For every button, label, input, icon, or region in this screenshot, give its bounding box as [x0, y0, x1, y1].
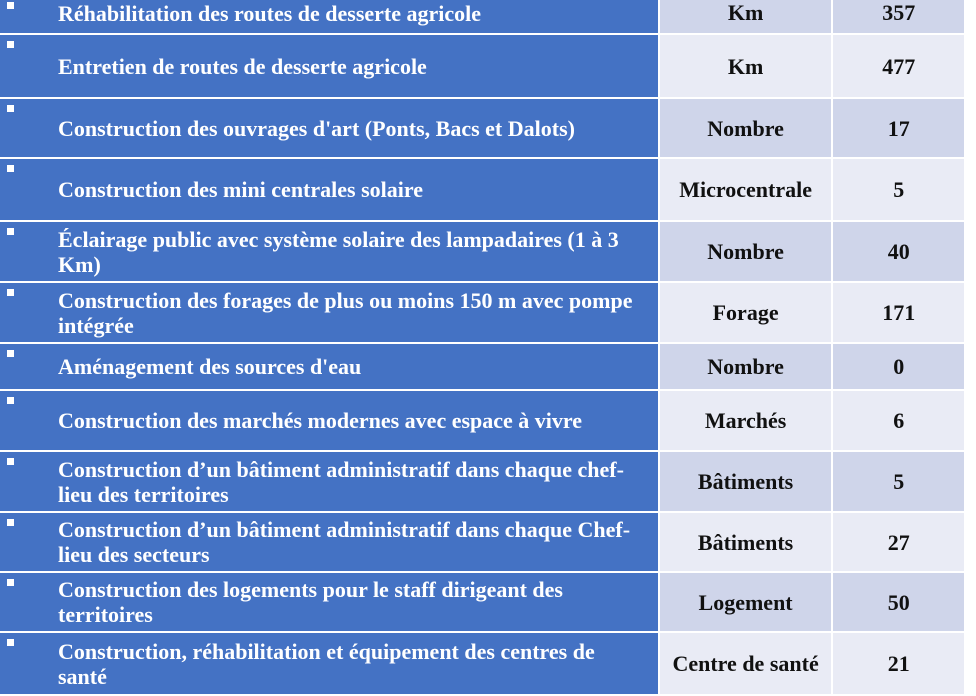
bullet-icon	[7, 165, 14, 172]
quantity-cell: 0	[833, 344, 964, 389]
table-row: Construction des ouvrages d'art (Ponts, …	[0, 99, 964, 157]
quantity-cell: 40	[833, 222, 964, 281]
quantity-cell: 5	[833, 452, 964, 511]
bullet-icon	[7, 579, 14, 586]
activity-cell: Éclairage public avec système solaire de…	[0, 222, 660, 281]
activity-cell: Construction d’un bâtiment administratif…	[0, 513, 660, 571]
unit-cell: Logement	[659, 573, 834, 631]
activity-cell: Construction, réhabilitation et équipeme…	[0, 633, 660, 694]
activity-text: Construction des ouvrages d'art (Ponts, …	[58, 115, 575, 141]
bullet-icon	[7, 228, 14, 235]
quantity-cell: 171	[833, 283, 964, 342]
unit-cell: Bâtiments	[659, 452, 834, 511]
bullet-icon	[7, 397, 14, 404]
table-row: Construction d’un bâtiment administratif…	[0, 452, 964, 511]
unit-cell: Microcentrale	[659, 159, 834, 220]
unit-cell: Nombre	[659, 344, 834, 389]
table-row: Entretien de routes de desserte agricole…	[0, 35, 964, 97]
activity-cell: Construction d’un bâtiment administratif…	[0, 452, 660, 511]
quantity-cell: 50	[833, 573, 964, 631]
quantity-cell: 17	[833, 99, 964, 157]
unit-cell: Km	[659, 0, 834, 33]
bullet-icon	[7, 41, 14, 48]
quantity-cell: 477	[833, 35, 964, 97]
activity-text: Construction des forages de plus ou moin…	[58, 287, 633, 338]
bullet-icon	[7, 519, 14, 526]
activity-cell: Construction des forages de plus ou moin…	[0, 283, 660, 342]
unit-cell: Centre de santé	[659, 633, 834, 694]
table-row: Construction des mini centrales solaire M…	[0, 159, 964, 220]
quantity-cell: 21	[833, 633, 964, 694]
unit-cell: Bâtiments	[659, 513, 834, 571]
table-row: Construction des forages de plus ou moin…	[0, 283, 964, 342]
activity-text: Éclairage public avec système solaire de…	[58, 226, 619, 277]
unit-cell: Marchés	[659, 391, 834, 450]
unit-cell: Forage	[659, 283, 834, 342]
bullet-icon	[7, 458, 14, 465]
activity-text: Entretien de routes de desserte agricole	[58, 53, 427, 79]
table-row: Éclairage public avec système solaire de…	[0, 222, 964, 281]
activity-text: Aménagement des sources d'eau	[58, 354, 362, 379]
activity-text: Construction des logements pour le staff…	[58, 577, 563, 627]
bullet-icon	[7, 105, 14, 112]
unit-cell: Nombre	[659, 222, 834, 281]
activity-cell: Aménagement des sources d'eau	[0, 344, 660, 389]
bullet-icon	[7, 289, 14, 296]
activity-cell: Construction des logements pour le staff…	[0, 573, 660, 631]
table-row: Aménagement des sources d'eau Nombre 0	[0, 344, 964, 389]
activity-cell: Construction des marchés modernes avec e…	[0, 391, 660, 450]
activity-text: Construction, réhabilitation et équipeme…	[58, 638, 595, 689]
bullet-icon	[7, 639, 14, 646]
activity-text: Construction d’un bâtiment administratif…	[58, 517, 631, 567]
table-row: Construction d’un bâtiment administratif…	[0, 513, 964, 571]
table-row: Construction des logements pour le staff…	[0, 573, 964, 631]
activity-cell: Construction des ouvrages d'art (Ponts, …	[0, 99, 660, 157]
quantity-cell: 357	[833, 0, 964, 33]
activity-cell: Réhabilitation des routes de desserte ag…	[0, 0, 660, 33]
activity-text: Réhabilitation des routes de desserte ag…	[58, 1, 482, 26]
table-row: Réhabilitation des routes de desserte ag…	[0, 0, 964, 33]
quantity-cell: 27	[833, 513, 964, 571]
table-row: Construction, réhabilitation et équipeme…	[0, 633, 964, 694]
activity-text: Construction des mini centrales solaire	[58, 177, 424, 202]
quantity-cell: 5	[833, 159, 964, 220]
table-row: Construction des marchés modernes avec e…	[0, 391, 964, 450]
bullet-icon	[7, 2, 14, 9]
unit-cell: Nombre	[659, 99, 834, 157]
quantity-cell: 6	[833, 391, 964, 450]
bullet-icon	[7, 350, 14, 357]
activity-text: Construction des marchés modernes avec e…	[58, 408, 583, 433]
activity-cell: Construction des mini centrales solaire	[0, 159, 660, 220]
activity-text: Construction d’un bâtiment administratif…	[58, 456, 624, 507]
unit-cell: Km	[659, 35, 834, 97]
activity-cell: Entretien de routes de desserte agricole	[0, 35, 660, 97]
